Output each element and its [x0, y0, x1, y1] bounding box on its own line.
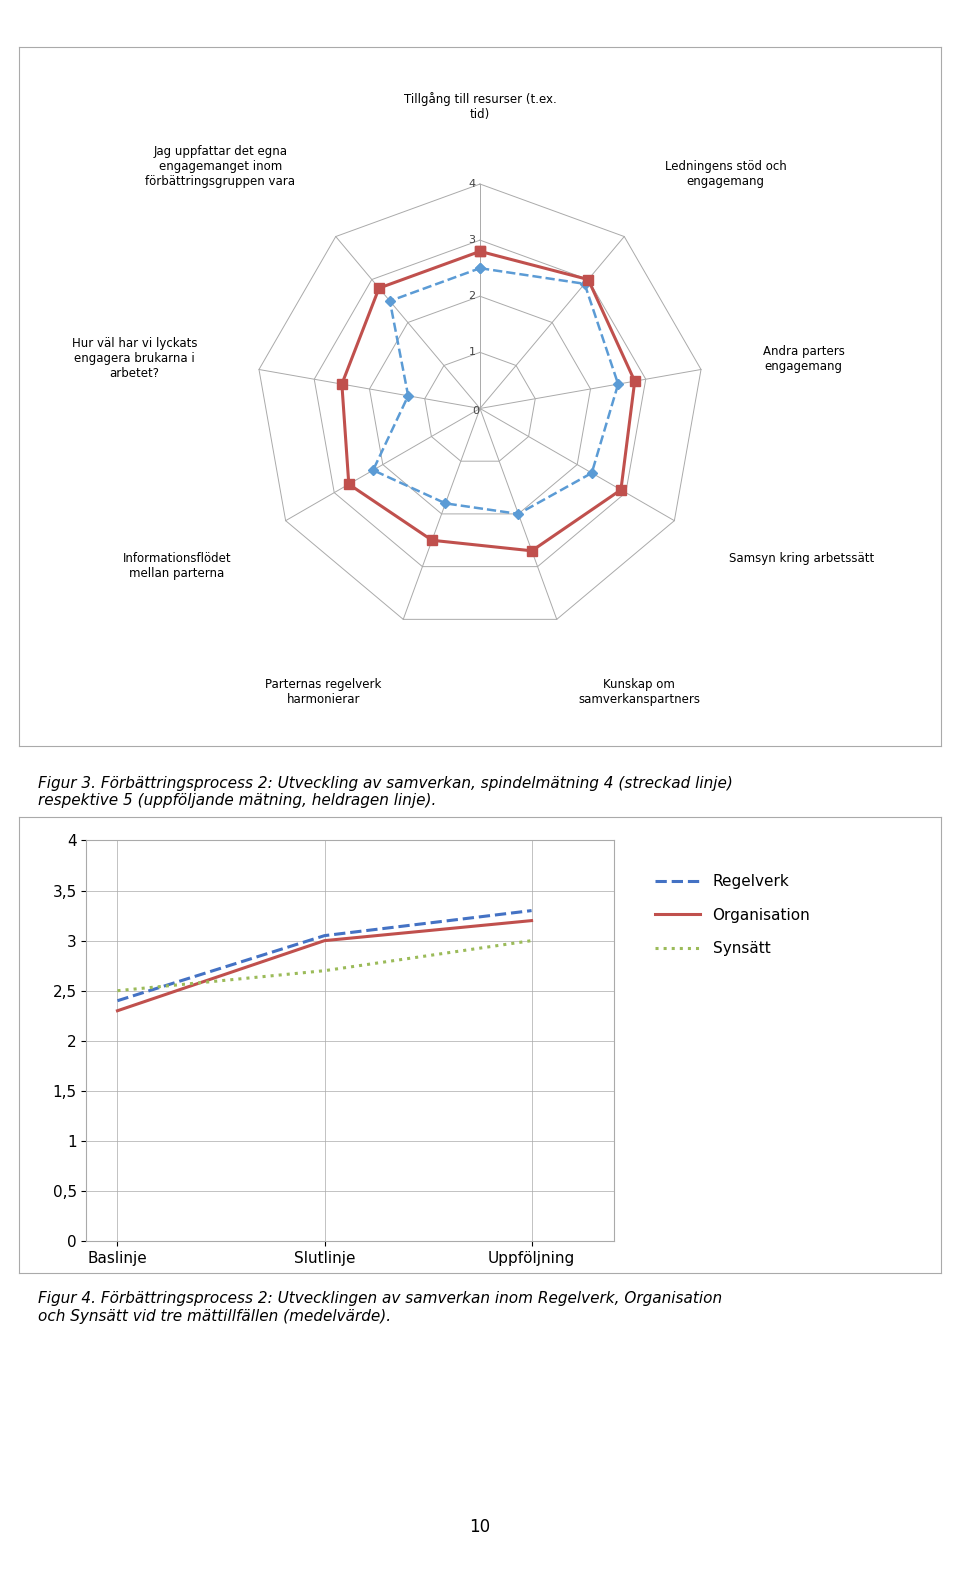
- Legend: Regelverk, Organisation, Synsätt: Regelverk, Organisation, Synsätt: [648, 869, 816, 961]
- Text: Tillgång till resurser (t.ex.
tid): Tillgång till resurser (t.ex. tid): [403, 93, 557, 121]
- Text: Ledningens stöd och
engagemang: Ledningens stöd och engagemang: [664, 160, 786, 189]
- Text: 1: 1: [468, 347, 475, 357]
- Text: Parternas regelverk
harmonierar: Parternas regelverk harmonierar: [265, 679, 382, 707]
- Text: Figur 4. Förbättringsprocess 2: Utvecklingen av samverkan inom Regelverk, Organi: Figur 4. Förbättringsprocess 2: Utveckli…: [38, 1291, 723, 1324]
- Text: Samsyn kring arbetssätt: Samsyn kring arbetssätt: [729, 551, 874, 566]
- Text: 10: 10: [469, 1519, 491, 1536]
- Text: Jag uppfattar det egna
engagemanget inom
förbättringsgruppen vara: Jag uppfattar det egna engagemanget inom…: [145, 146, 296, 189]
- Text: Informationsflödet
mellan parterna: Informationsflödet mellan parterna: [123, 551, 231, 580]
- Text: Kunskap om
samverkanspartners: Kunskap om samverkanspartners: [578, 679, 700, 707]
- Text: Hur väl har vi lyckats
engagera brukarna i
arbetet?: Hur väl har vi lyckats engagera brukarna…: [72, 338, 197, 380]
- Text: Figur 3. Förbättringsprocess 2: Utveckling av samverkan, spindelmätning 4 (strec: Figur 3. Förbättringsprocess 2: Utveckli…: [38, 776, 733, 809]
- Text: 2: 2: [468, 291, 475, 302]
- Text: 4: 4: [468, 179, 475, 189]
- Text: Andra parters
engagemang: Andra parters engagemang: [763, 344, 845, 372]
- Text: 0: 0: [472, 405, 479, 416]
- Text: 3: 3: [468, 236, 475, 245]
